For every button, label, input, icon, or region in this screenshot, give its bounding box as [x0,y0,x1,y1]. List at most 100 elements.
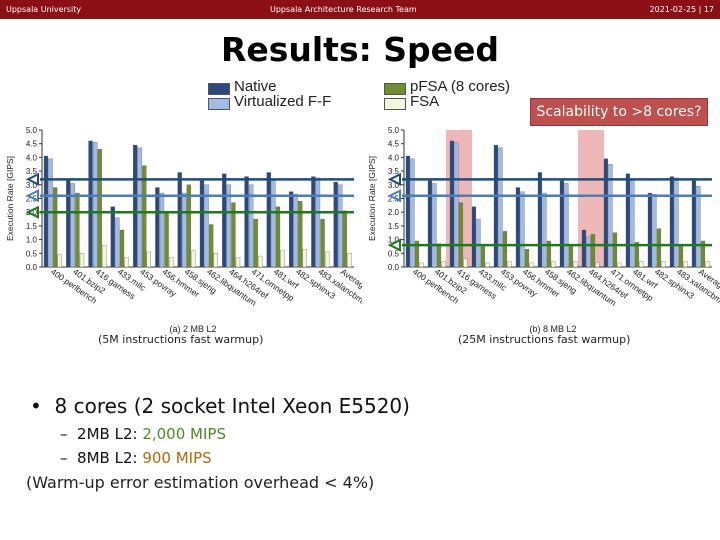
scalability-callout: Scalability to >8 cores? [530,98,708,126]
bar-virtualized-f-f-7 [204,184,209,268]
reference-arrow-0 [25,172,39,186]
y-tick-label: 2.0 [26,208,38,217]
bar-virtualized-f-f-2 [92,142,98,268]
bar-pfsa-8-cores--8 [231,202,236,268]
y-tick-label: 0.0 [26,263,38,272]
bar-fsa-13 [705,261,710,268]
y-tick-label: 3.5 [26,167,38,176]
bar-native-1 [427,180,433,268]
bar-native-10 [266,172,271,268]
bar-pfsa-8-cores--0 [414,240,420,268]
y-tick-label: 2.5 [388,195,400,204]
bar-pfsa-8-cores--11 [298,201,303,268]
chart-8mb-l2: 0.0 0.5 1.0 1.5 2.0 2.5 3.0 3.5 4.0 4.5 5.0 Executi… [367,126,720,334]
bar-pfsa-8-cores--1 [75,192,80,268]
bar-pfsa-8-cores--4 [502,231,508,268]
bar-native-2 [88,140,93,268]
bar-virtualized-f-f-4 [137,147,142,268]
bar-native-13 [691,180,697,268]
bar-native-8 [581,229,587,268]
bar-fsa-4 [507,261,512,268]
bar-fsa-13 [347,253,352,268]
bar-virtualized-f-f-5 [520,191,525,268]
bar-pfsa-8-cores--3 [480,246,486,268]
chart-2mb-l2: 0.0 0.5 1.0 1.5 2.0 2.5 3.0 3.5 4.0 4.5 5.0 Executi… [5,126,362,334]
bullet-text: 8 cores (2 socket Intel Xeon E5520) [54,394,410,418]
bar-virtualized-f-f-10 [630,180,635,268]
bar-fsa-3 [124,257,129,268]
bar-native-11 [288,191,294,268]
bar-virtualized-f-f-12 [674,177,679,268]
bar-fsa-4 [146,251,151,268]
bar-pfsa-8-cores--4 [142,165,147,268]
bar-native-10 [625,173,631,268]
bar-pfsa-8-cores--10 [634,242,640,268]
y-tick-label: 1.0 [26,236,38,245]
bar-virtualized-f-f-9 [248,184,254,268]
bar-fsa-7 [213,253,218,268]
bar-pfsa-8-cores--10 [275,206,281,268]
y-axis-label: Execution Rate [GIPS] [5,156,15,241]
bar-native-9 [244,176,249,268]
subbullet-8mb: – 8MB L2: 900 MIPS [60,449,212,467]
legend-swatch-native [208,83,230,95]
bar-pfsa-8-cores--5 [524,249,530,268]
bar-pfsa-8-cores--9 [253,218,258,268]
bar-fsa-2 [463,258,468,268]
bar-virtualized-f-f-1 [70,183,75,268]
bar-fsa-9 [617,262,622,268]
bar-fsa-10 [639,261,644,268]
bar-native-3 [110,206,115,268]
reference-arrow-2 [387,238,401,252]
bar-virtualized-f-f-7 [564,183,569,268]
warmup-note: (Warm-up error estimation overhead < 4%) [26,473,375,492]
bar-fsa-10 [280,250,285,268]
bar-fsa-2 [102,244,107,268]
bar-pfsa-8-cores--13 [700,240,706,268]
bar-virtualized-f-f-3 [476,218,481,268]
bar-fsa-1 [79,253,85,268]
slide-title: Results: Speed [220,30,500,69]
y-tick-label: 4.0 [26,153,38,162]
y-tick-label: 2.0 [388,208,400,217]
reference-arrow-1 [387,189,401,203]
bar-virtualized-f-f-3 [115,217,120,268]
bar-virtualized-f-f-11 [652,194,657,268]
bar-virtualized-f-f-1 [432,183,437,268]
y-axis-label: Execution Rate [GIPS] [367,156,377,241]
bar-pfsa-8-cores--6 [546,240,552,268]
bullet-cores: • 8 cores (2 socket Intel Xeon E5520) [30,394,410,418]
bar-fsa-6 [551,261,556,268]
bar-fsa-0 [57,254,62,268]
y-tick-label: 1.5 [388,222,400,231]
bar-pfsa-8-cores--9 [612,232,618,268]
bar-pfsa-8-cores--2 [97,149,102,268]
y-tick-label: 0.5 [26,249,38,258]
reference-arrow-2 [25,205,39,219]
bar-fsa-11 [302,249,307,268]
bar-native-9 [603,158,609,268]
y-tick-label: 3.5 [388,167,400,176]
bar-native-1 [66,179,71,268]
header-right: 2021-02-25 | 17 [649,5,714,14]
subbullet-8mb-prefix: 8MB L2: [77,449,143,467]
bar-native-6 [537,172,543,268]
y-tick-label: 4.5 [26,140,38,149]
bar-native-5 [155,187,160,268]
bar-pfsa-8-cores--11 [656,228,662,268]
bar-native-7 [199,180,205,268]
bar-virtualized-f-f-6 [542,192,547,268]
header-bar: Uppsala University Uppsala Architecture … [0,0,720,19]
bar-native-13 [333,181,338,268]
bar-native-4 [132,144,138,268]
y-tick-label: 3.0 [26,181,38,190]
bar-virtualized-f-f-5 [159,192,165,268]
bar-pfsa-8-cores--3 [119,229,125,268]
note-left: (5M instructions fast warmup) [98,333,264,346]
bar-native-7 [559,180,565,268]
bar-fsa-5 [529,262,534,268]
legend-label-native: Native [234,78,277,95]
bar-native-6 [177,172,182,268]
y-tick-label: 5.0 [26,126,38,135]
bar-virtualized-f-f-8 [226,184,231,268]
